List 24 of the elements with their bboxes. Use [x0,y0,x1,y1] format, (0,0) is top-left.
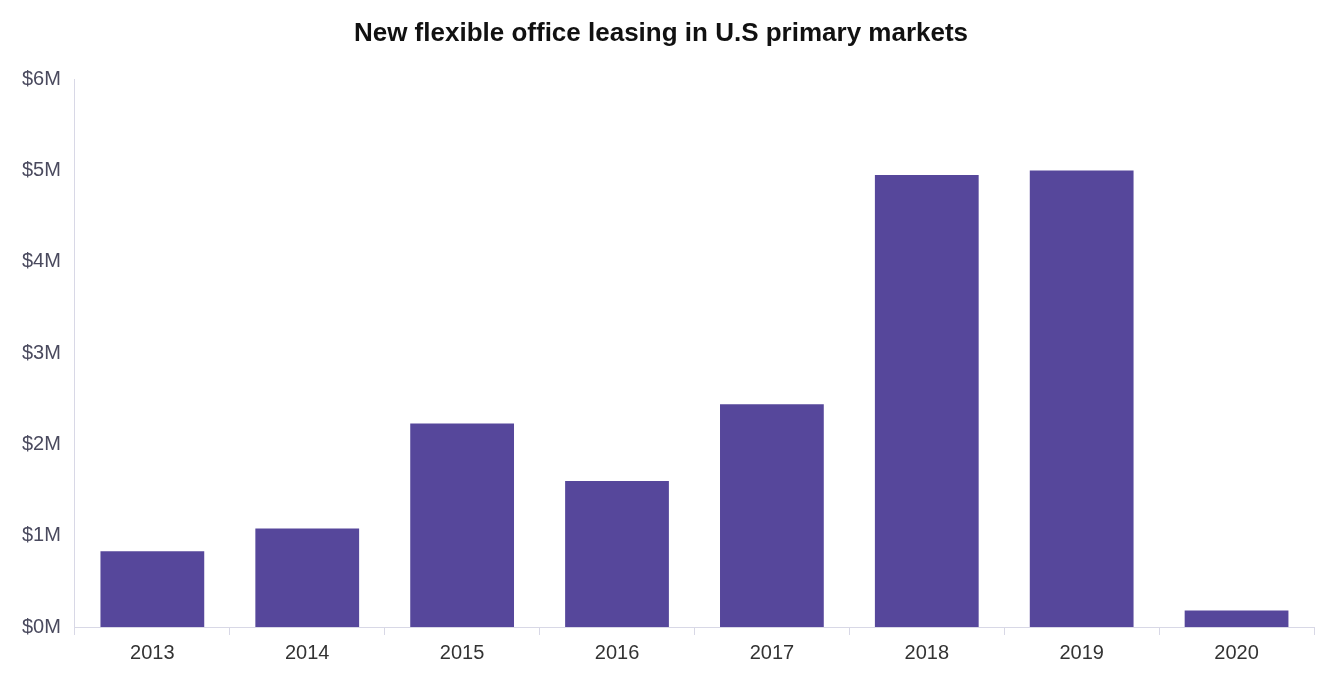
x-tick-label: 2017 [749,640,795,663]
x-tick-label: 2018 [904,640,950,663]
y-tick-label: $3M [22,340,61,363]
bar [1029,170,1134,627]
y-tick-label: $5M [22,158,61,181]
x-tick-label: 2013 [130,640,175,663]
bar [720,404,824,627]
chart-title: New flexible office leasing in U.S primary markets [353,16,969,47]
y-tick-label: $2M [22,431,61,454]
y-tick-label: $1M [22,523,61,546]
bar [255,528,360,627]
bar [1184,610,1289,627]
bar [565,480,669,627]
bar [410,423,515,627]
x-tick-label: 2015 [439,640,485,663]
y-tick-label: $0M [22,614,61,637]
x-tick-label: 2019 [1059,640,1104,663]
y-tick-label: $4M [22,249,61,272]
x-tick-label: 2014 [284,640,330,663]
bar [100,551,205,627]
x-tick-label: 2020 [1214,640,1259,663]
x-tick-label: 2016 [594,640,640,663]
y-tick-label: $6M [22,66,61,89]
bar [874,175,979,627]
